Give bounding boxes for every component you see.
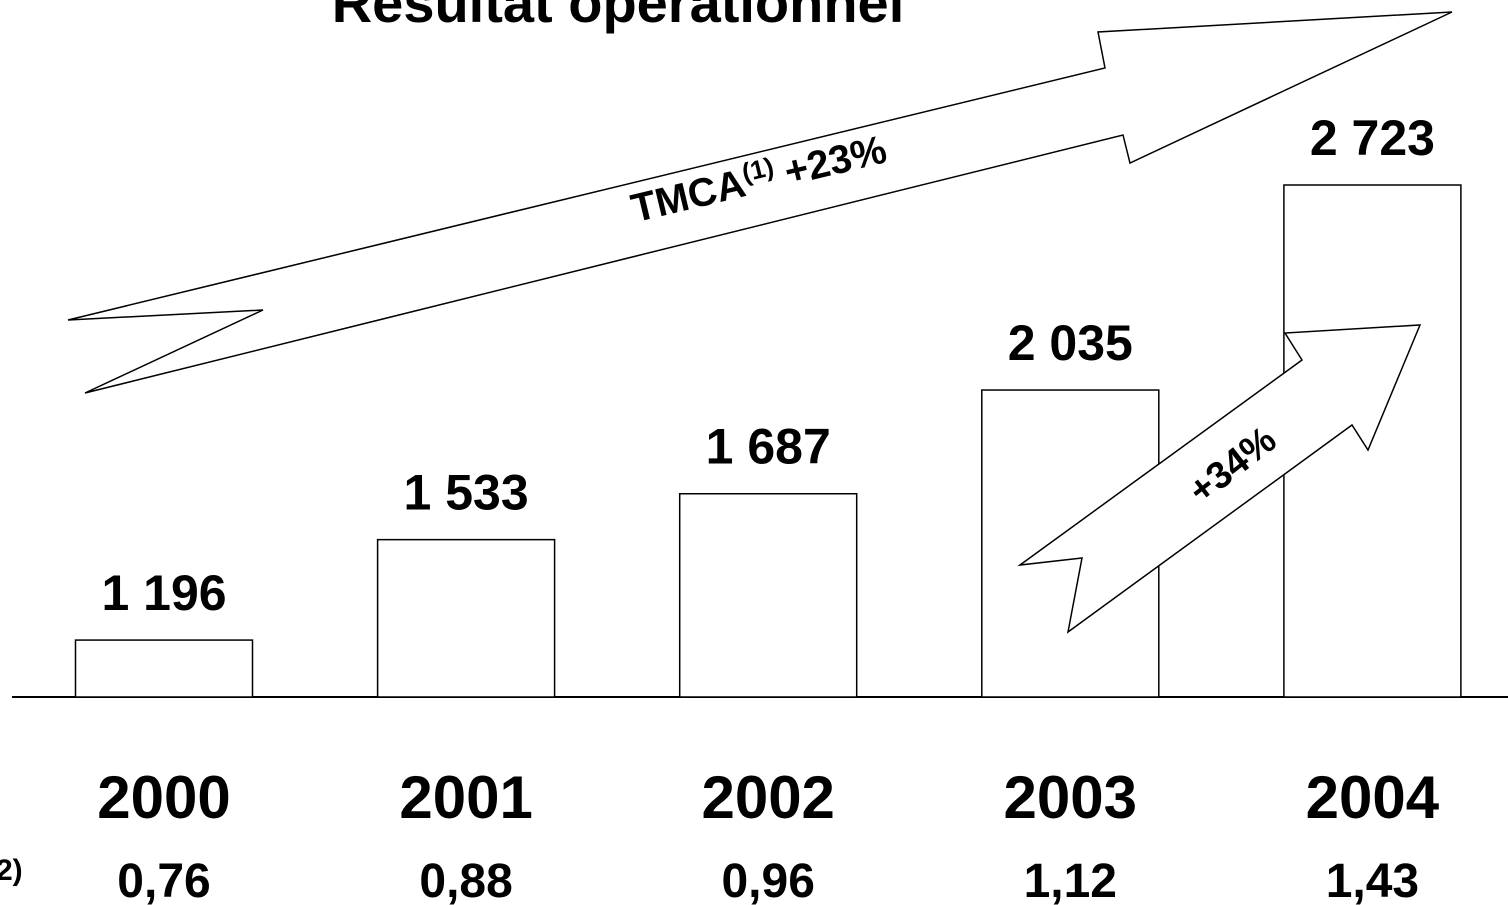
x-tick-label: 2002	[701, 764, 834, 831]
x-tick-label: 2000	[97, 764, 230, 831]
bar	[376, 538, 556, 698]
bars: 1 196 2000 0,76 1 533 2001 0,88 1 687 2002 0,96 2…	[74, 110, 1462, 905]
value-label: 2 723	[1310, 110, 1435, 166]
x-tick-label: 2004	[1306, 764, 1440, 831]
chart-title: Résultat opérationnel	[332, 0, 905, 34]
value-label: 2 035	[1008, 315, 1133, 371]
x-tick-label: 2003	[1004, 764, 1137, 831]
bar	[678, 492, 858, 698]
row-value: 0,88	[419, 855, 512, 905]
value-label: 1 687	[706, 419, 831, 475]
row-value: 0,96	[721, 855, 814, 905]
growth-arrow	[67, 11, 1453, 394]
value-label: 1 196	[101, 565, 226, 621]
row-label: 2)	[0, 854, 23, 887]
bar	[74, 639, 254, 698]
growth-arrow-small	[1017, 324, 1422, 634]
row-value: 1,12	[1024, 855, 1117, 905]
value-label: 1 533	[404, 465, 529, 521]
x-tick-label: 2001	[399, 764, 532, 831]
cagr-footnote: (1)	[739, 151, 777, 188]
row-value: 1,43	[1326, 855, 1419, 905]
row-value: 0,76	[117, 855, 210, 905]
